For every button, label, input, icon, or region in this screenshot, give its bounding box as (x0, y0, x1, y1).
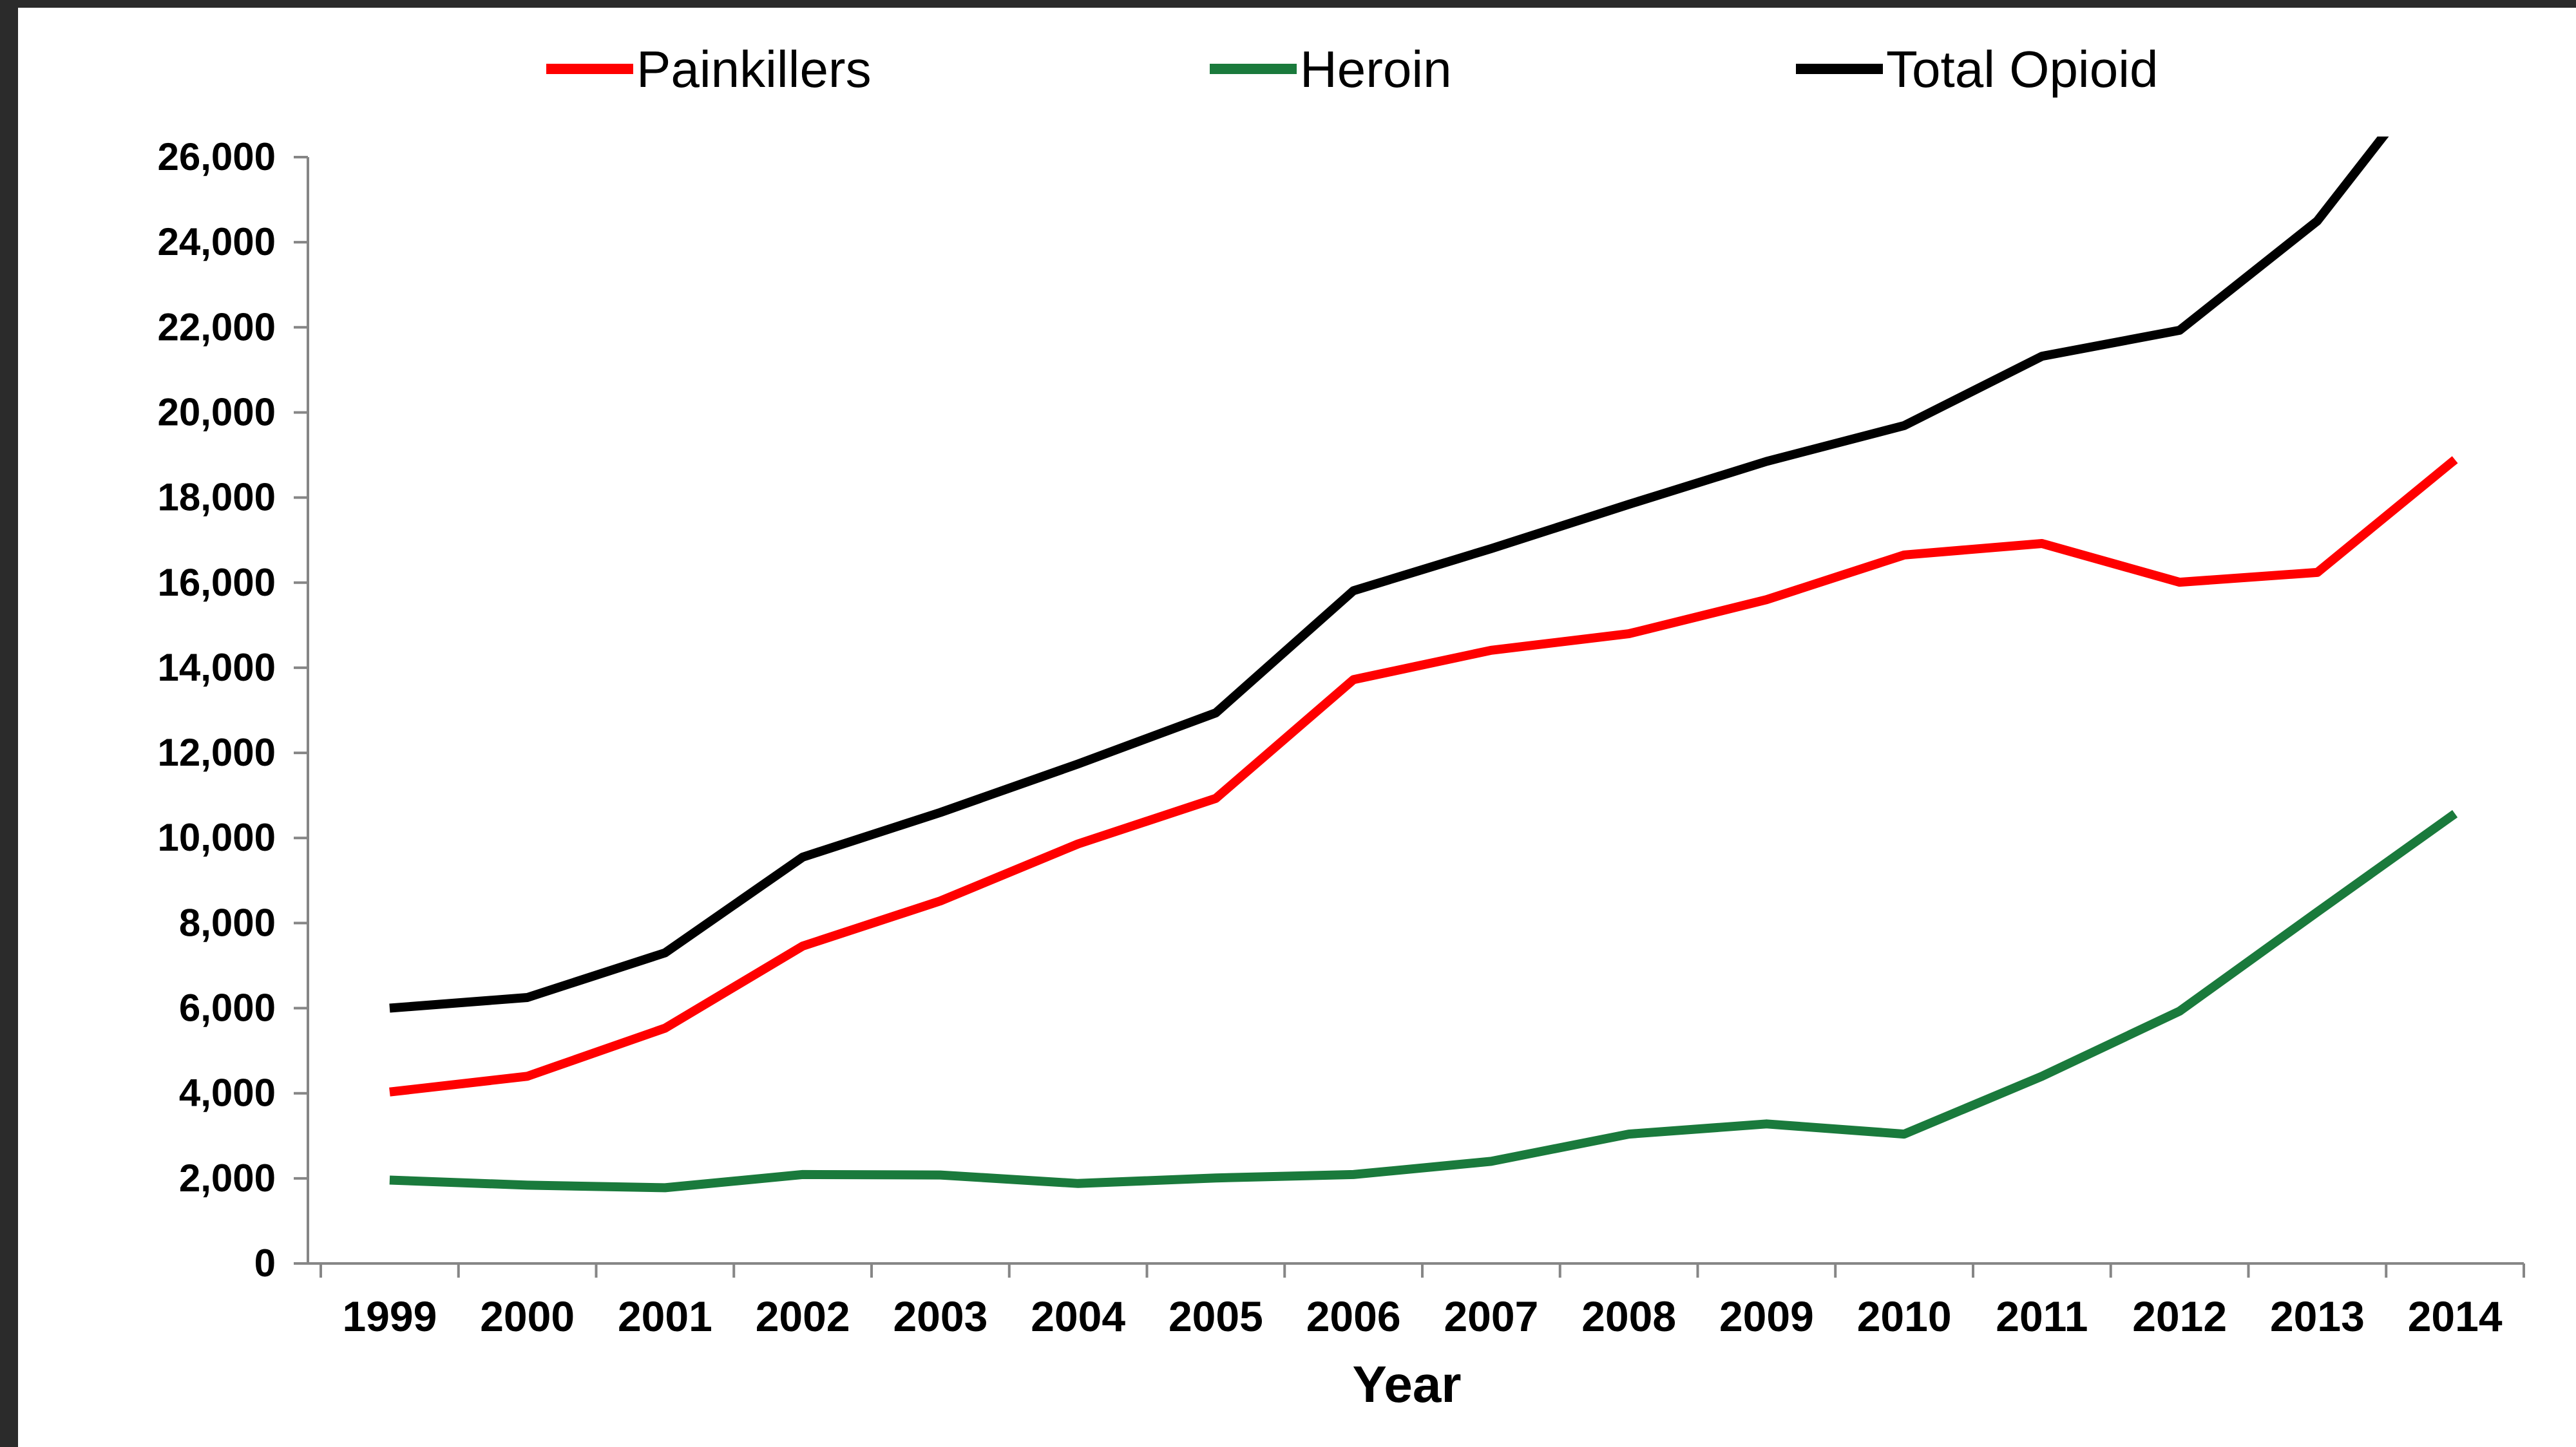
legend-label-heroin: Heroin (1300, 41, 1452, 98)
y-tick-label: 14,000 (157, 646, 276, 689)
x-tick-label: 2005 (1169, 1292, 1263, 1340)
x-tick-label: 2012 (2132, 1292, 2227, 1340)
y-tick-label: 24,000 (157, 220, 276, 263)
legend-item-total-opioid: Total Opioid (1796, 41, 2158, 98)
x-tick-label: 2003 (893, 1292, 987, 1340)
y-tick-label: 2,000 (179, 1157, 276, 1200)
y-tick-label: 16,000 (157, 561, 276, 604)
x-axis: 1999 2000 2001 2002 2003 2004 2005 2006 2007 2008… (308, 1262, 2525, 1340)
series-line-painkillers (389, 456, 2458, 1097)
legend-label-total-opioid: Total Opioid (1886, 41, 2158, 98)
series-lines (389, 137, 2458, 1193)
y-tick-label: 10,000 (157, 816, 276, 859)
y-tick-label: 12,000 (157, 731, 276, 774)
legend: Painkillers Heroin Total Opioid (546, 41, 2158, 98)
x-tick-label: 2011 (1996, 1292, 2088, 1340)
x-tick-label: 2008 (1581, 1292, 1676, 1340)
x-tick-label: 2006 (1306, 1292, 1401, 1340)
x-tick-label: 2004 (1031, 1292, 1125, 1340)
x-tick-label: 2010 (1857, 1292, 1952, 1340)
opioid-deaths-line-chart: Painkillers Heroin Total Opioid 0 2,000 4,00… (157, 41, 2525, 1413)
y-tick-label: 26,000 (157, 135, 276, 178)
series-line-heroin (389, 809, 2458, 1193)
x-tick-label: 2002 (756, 1292, 850, 1340)
x-tick-label: 2013 (2270, 1292, 2365, 1340)
legend-label-painkillers: Painkillers (636, 41, 872, 98)
y-tick-label: 18,000 (157, 476, 276, 519)
y-tick-label: 6,000 (179, 987, 276, 1030)
x-tick-label: 2014 (2408, 1292, 2503, 1340)
x-tick-label: 2007 (1444, 1292, 1538, 1340)
x-axis-title: Year (1352, 1356, 1461, 1413)
x-tick-label: 2009 (1719, 1292, 1814, 1340)
y-tick-label: 22,000 (157, 305, 276, 348)
legend-item-heroin: Heroin (1210, 41, 1452, 98)
y-tick-label: 0 (254, 1242, 276, 1285)
y-tick-label: 4,000 (179, 1072, 276, 1115)
y-axis: 0 2,000 4,000 6,000 8,000 10,000 12,000 14,000 1… (157, 135, 309, 1285)
x-tick-label: 1999 (342, 1292, 437, 1340)
x-tick-label: 2000 (480, 1292, 575, 1340)
y-tick-label: 8,000 (179, 901, 276, 944)
series-line-total-opioid (389, 137, 2389, 1013)
x-tick-label: 2001 (618, 1292, 712, 1340)
legend-item-painkillers: Painkillers (546, 41, 872, 98)
y-tick-label: 20,000 (157, 390, 276, 433)
chart-panel: Painkillers Heroin Total Opioid 0 2,000 4,00… (18, 8, 2576, 1447)
